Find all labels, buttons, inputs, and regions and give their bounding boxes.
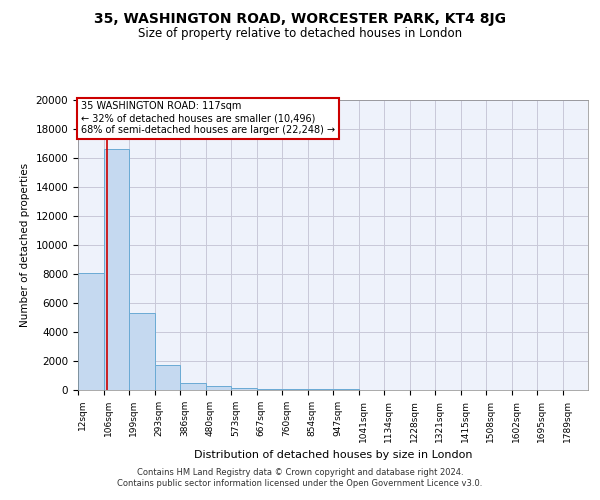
Bar [282,389,308,390]
Text: Size of property relative to detached houses in London: Size of property relative to detached ho… [138,28,462,40]
Y-axis label: Number of detached properties: Number of detached properties [20,163,30,327]
Text: 35 WASHINGTON ROAD: 117sqm
← 32% of detached houses are smaller (10,496)
68% of : 35 WASHINGTON ROAD: 117sqm ← 32% of deta… [80,102,335,134]
Bar [129,313,155,390]
Bar [231,388,257,390]
Bar [257,388,282,390]
Text: Contains HM Land Registry data © Crown copyright and database right 2024.
Contai: Contains HM Land Registry data © Crown c… [118,468,482,487]
Bar [78,272,104,390]
Bar [155,366,180,390]
X-axis label: Distribution of detached houses by size in London: Distribution of detached houses by size … [194,450,472,460]
Bar [206,386,231,390]
Bar [104,150,129,390]
Text: 35, WASHINGTON ROAD, WORCESTER PARK, KT4 8JG: 35, WASHINGTON ROAD, WORCESTER PARK, KT4… [94,12,506,26]
Bar [180,383,206,390]
